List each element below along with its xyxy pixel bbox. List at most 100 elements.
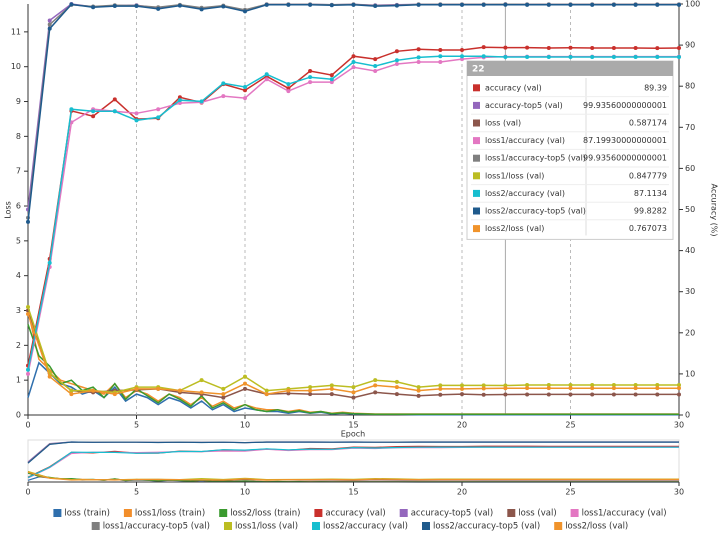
legend-item: loss2/accuracy (val): [312, 522, 408, 532]
legend-label: loss2/loss (train): [230, 509, 300, 519]
point: [264, 392, 269, 397]
point: [26, 371, 30, 376]
point: [308, 388, 313, 393]
legend-label: loss1/loss (train): [135, 509, 205, 519]
tooltip-value: 99.8282: [634, 207, 667, 216]
series-line: [27, 441, 679, 464]
point: [568, 45, 573, 50]
y2-tick-label: 100: [685, 0, 700, 9]
point: [373, 390, 378, 395]
legend-item: loss1/accuracy (val): [570, 509, 667, 519]
point: [655, 2, 660, 7]
legend-swatch: [399, 509, 408, 517]
point: [525, 2, 530, 7]
point: [677, 392, 681, 397]
point: [611, 45, 616, 50]
point: [546, 55, 551, 60]
point: [156, 6, 161, 11]
y-tick-label: 5: [16, 236, 21, 245]
point: [438, 386, 443, 391]
point: [177, 388, 182, 393]
point: [91, 388, 96, 393]
navigator-tick-label: 20: [457, 488, 467, 497]
legend-swatch: [507, 509, 516, 517]
tooltip-value: 0.847779: [629, 171, 667, 180]
tooltip-value: 0.767073: [629, 224, 667, 233]
legend-swatch: [314, 509, 323, 517]
point: [503, 45, 508, 50]
point: [525, 45, 530, 50]
point: [394, 379, 399, 384]
point: [308, 385, 313, 390]
point: [568, 2, 573, 7]
point: [611, 383, 616, 388]
legend-label: accuracy-top5 (val): [411, 509, 494, 519]
y-tick-label: 10: [11, 62, 21, 71]
point: [525, 392, 530, 397]
point: [503, 386, 508, 391]
point: [134, 4, 139, 9]
point: [351, 65, 356, 70]
tooltip-swatch: [473, 101, 480, 109]
point: [243, 88, 247, 93]
point: [438, 59, 443, 64]
point: [91, 114, 96, 119]
point: [351, 390, 356, 395]
point: [351, 54, 356, 59]
point: [112, 4, 117, 9]
legend-item: accuracy (val): [314, 509, 386, 519]
tooltip-name: accuracy-top5 (val): [485, 101, 563, 110]
point: [351, 385, 356, 390]
point: [156, 386, 161, 391]
point: [243, 96, 247, 101]
legend-item: loss1/accuracy-top5 (val): [91, 522, 210, 532]
point: [611, 386, 616, 391]
point: [221, 81, 226, 86]
point: [416, 385, 421, 390]
point: [590, 392, 595, 397]
point: [47, 18, 52, 23]
point: [286, 388, 291, 393]
y-tick-label: 3: [16, 306, 21, 315]
x-axis-label: Epoch: [341, 430, 366, 439]
legend-swatch: [554, 522, 563, 530]
point: [373, 64, 378, 69]
legend-swatch: [123, 509, 132, 517]
point: [199, 7, 204, 12]
legend-label: loss1/accuracy-top5 (val): [103, 522, 210, 532]
tooltip-swatch: [473, 172, 480, 180]
point: [611, 55, 616, 60]
legend-item: loss2/loss (train): [219, 509, 300, 519]
point: [286, 391, 291, 396]
point: [134, 111, 139, 116]
point: [351, 59, 356, 64]
tooltip-name: loss (val): [485, 119, 521, 128]
navigator-tick-label: 15: [348, 488, 358, 497]
y2-tick-label: 90: [685, 41, 695, 50]
point: [199, 378, 204, 383]
point: [438, 383, 443, 388]
legend-label: loss1/loss (val): [235, 522, 298, 532]
legend-label: loss2/accuracy-top5 (val): [433, 522, 540, 532]
point: [633, 45, 638, 50]
point: [677, 55, 681, 60]
x-tick-label: 5: [134, 421, 139, 430]
point: [416, 2, 421, 7]
point: [286, 86, 291, 91]
point: [677, 2, 681, 7]
point: [47, 26, 52, 31]
point: [221, 4, 226, 9]
point: [156, 107, 161, 112]
y-tick-label: 6: [16, 202, 21, 211]
point: [481, 54, 486, 59]
point: [481, 386, 486, 391]
x-tick-label: 25: [565, 421, 575, 430]
point: [503, 383, 508, 388]
legend: loss (train) loss1/loss (train) loss2/loss…: [53, 509, 667, 532]
tooltip-swatch: [473, 225, 480, 233]
tooltip-name: loss2/loss (val): [485, 224, 544, 233]
y2-tick-label: 60: [685, 164, 695, 173]
point: [655, 55, 660, 60]
tooltip-swatch: [473, 137, 480, 145]
